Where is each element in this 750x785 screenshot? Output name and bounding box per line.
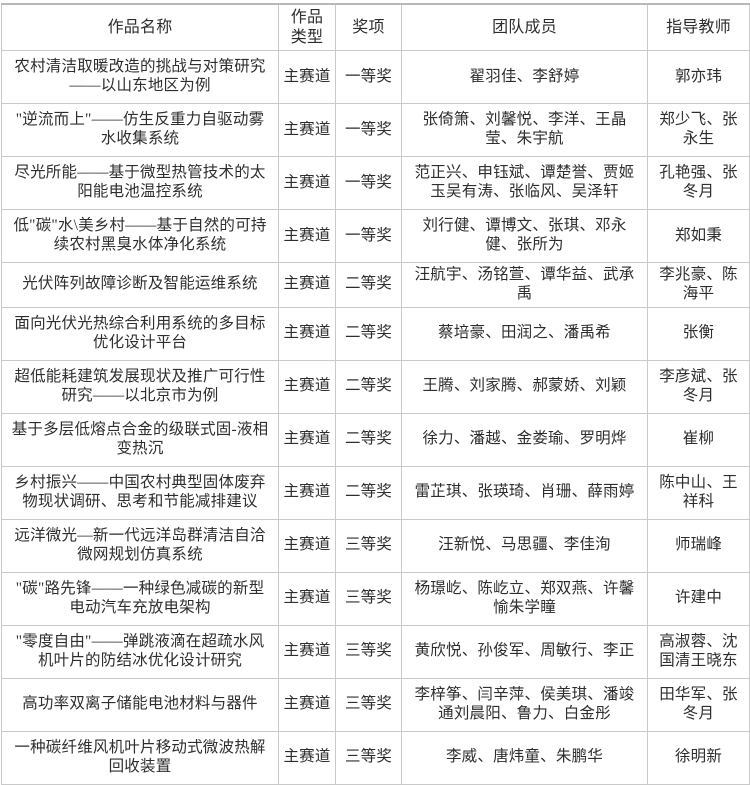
cell-work-type: 主赛道 [278, 359, 336, 414]
cell-award: 二等奖 [335, 306, 402, 361]
cell-team-members: 雷芷琪、张瑛琦、肖珊、薛雨婷 [401, 465, 648, 520]
table-row: 低"碳"水\美乡村——基于自然的可持续农村黑臭水体净化系统 主赛道 一等奖 刘行健、谭… [1, 209, 750, 264]
cell-work-type: 主赛道 [278, 262, 336, 308]
table-row: "碳"路先锋——一种绿色减碳的新型电动汽车充放电架构 主赛道 三等奖 杨璟屹、陈屹立、… [1, 571, 750, 626]
cell-work-type: 主赛道 [278, 465, 336, 520]
award-results-table: 作品名称 作品类型 奖项 团队成员 指导教师 农村清洁取暖改造的挑战与对策研究—… [1, 3, 750, 785]
column-header-work-type: 作品类型 [278, 3, 336, 52]
column-header-team-members: 团队成员 [401, 3, 648, 52]
table-row: 农村清洁取暖改造的挑战与对策研究——以山东地区为例 主赛道 一等奖 翟羽佳、李舒婷 郭亦… [1, 50, 750, 105]
cell-work-name: 农村清洁取暖改造的挑战与对策研究——以山东地区为例 [1, 50, 279, 105]
cell-award: 一等奖 [335, 156, 402, 211]
cell-work-type: 主赛道 [278, 50, 336, 105]
cell-work-type: 主赛道 [278, 571, 336, 626]
cell-team-members: 翟羽佳、李舒婷 [401, 50, 648, 105]
cell-award: 一等奖 [335, 209, 402, 264]
cell-award: 三等奖 [335, 677, 402, 732]
column-header-advisor: 指导教师 [647, 3, 750, 52]
cell-work-type: 主赛道 [278, 412, 336, 467]
cell-advisor: 陈中山、王祥科 [647, 465, 750, 520]
table-row: 尽光所能——基于微型热管技术的太阳能电池温控系统 主赛道 一等奖 范正兴、申钰斌、谭楚… [1, 156, 750, 211]
cell-award: 三等奖 [335, 730, 402, 785]
cell-award: 一等奖 [335, 103, 402, 158]
cell-advisor: 徐明新 [647, 730, 750, 785]
cell-work-type: 主赛道 [278, 624, 336, 679]
table-row: 超低能耗建筑发展现状及推广可行性研究——以北京市为例 主赛道 二等奖 王腾、刘家腾、郝… [1, 359, 750, 414]
cell-team-members: 黄欣悦、孙俊军、周敏行、李正 [401, 624, 648, 679]
cell-team-members: 蔡培豪、田润之、潘禹希 [401, 306, 648, 361]
cell-work-name: 基于多层低熔点合金的级联式固-液相变热沉 [1, 412, 279, 467]
cell-team-members: 汪新悦、马思疆、李佳洵 [401, 518, 648, 573]
cell-work-name: 远洋微光—新一代远洋岛群清洁自洽微网规划仿真系统 [1, 518, 279, 573]
table-row: 远洋微光—新一代远洋岛群清洁自洽微网规划仿真系统 主赛道 三等奖 汪新悦、马思疆、李佳… [1, 518, 750, 573]
column-header-award: 奖项 [335, 3, 402, 52]
cell-award: 二等奖 [335, 359, 402, 414]
cell-work-type: 主赛道 [278, 730, 336, 785]
cell-advisor: 郑如秉 [647, 209, 750, 264]
table-header: 作品名称 作品类型 奖项 团队成员 指导教师 [1, 3, 750, 52]
cell-work-name: 超低能耗建筑发展现状及推广可行性研究——以北京市为例 [1, 359, 279, 414]
cell-advisor: 张衡 [647, 306, 750, 361]
column-header-work-name: 作品名称 [1, 3, 279, 52]
cell-work-type: 主赛道 [278, 209, 336, 264]
table-row: "逆流而上"——仿生反重力自驱动雾水收集系统 主赛道 一等奖 张倚箫、刘馨悦、李洋、王… [1, 103, 750, 158]
cell-work-name: 低"碳"水\美乡村——基于自然的可持续农村黑臭水体净化系统 [1, 209, 279, 264]
cell-team-members: 张倚箫、刘馨悦、李洋、王晶莹、朱宇航 [401, 103, 648, 158]
cell-team-members: 李威、唐炜童、朱鹏华 [401, 730, 648, 785]
cell-work-name: 光伏阵列故障诊断及智能运维系统 [1, 262, 279, 308]
cell-work-type: 主赛道 [278, 518, 336, 573]
cell-work-name: 高功率双离子储能电池材料与器件 [1, 677, 279, 732]
table-row: 高功率双离子储能电池材料与器件 主赛道 三等奖 李梓筝、闫辛萍、侯美琪、潘竣通刘晨阳、… [1, 677, 750, 732]
cell-work-name: 尽光所能——基于微型热管技术的太阳能电池温控系统 [1, 156, 279, 211]
cell-award: 三等奖 [335, 518, 402, 573]
cell-team-members: 杨璟屹、陈屹立、郑双燕、许馨愉朱学瞳 [401, 571, 648, 626]
table-row: 光伏阵列故障诊断及智能运维系统 主赛道 二等奖 汪航宇、汤铭萱、谭华益、武承禹 李兆豪、… [1, 262, 750, 308]
cell-award: 二等奖 [335, 412, 402, 467]
cell-work-name: "零度自由"——弹跳液滴在超疏水风机叶片的防结冰优化设计研究 [1, 624, 279, 679]
cell-award: 一等奖 [335, 50, 402, 105]
cell-advisor: 郑少飞、张永生 [647, 103, 750, 158]
table-row: 面向光伏光热综合利用系统的多目标优化设计平台 主赛道 二等奖 蔡培豪、田润之、潘禹希张… [1, 306, 750, 361]
cell-advisor: 崔柳 [647, 412, 750, 467]
header-row: 作品名称 作品类型 奖项 团队成员 指导教师 [1, 3, 750, 52]
cell-advisor: 高淑蓉、沈国清王晓东 [647, 624, 750, 679]
table-row: 乡村振兴——中国农村典型固体废弃物现状调研、思考和节能减排建议 主赛道 二等奖 雷芷琪… [1, 465, 750, 520]
cell-team-members: 徐力、潘越、金娄瑜、罗明烨 [401, 412, 648, 467]
cell-work-type: 主赛道 [278, 677, 336, 732]
table-row: 基于多层低熔点合金的级联式固-液相变热沉 主赛道 二等奖 徐力、潘越、金娄瑜、罗明烨崔… [1, 412, 750, 467]
cell-work-type: 主赛道 [278, 156, 336, 211]
cell-team-members: 李梓筝、闫辛萍、侯美琪、潘竣通刘晨阳、鲁力、白金彤 [401, 677, 648, 732]
cell-work-name: "逆流而上"——仿生反重力自驱动雾水收集系统 [1, 103, 279, 158]
cell-award: 三等奖 [335, 624, 402, 679]
cell-work-name: 一种碳纤维风机叶片移动式微波热解回收装置 [1, 730, 279, 785]
cell-work-type: 主赛道 [278, 103, 336, 158]
cell-team-members: 王腾、刘家腾、郝蒙娇、刘颖 [401, 359, 648, 414]
cell-team-members: 刘行健、谭博文、张琪、邓永健、张所为 [401, 209, 648, 264]
cell-award: 三等奖 [335, 571, 402, 626]
table-row: "零度自由"——弹跳液滴在超疏水风机叶片的防结冰优化设计研究 主赛道 三等奖 黄欣悦、… [1, 624, 750, 679]
cell-advisor: 郭亦玮 [647, 50, 750, 105]
cell-work-name: "碳"路先锋——一种绿色减碳的新型电动汽车充放电架构 [1, 571, 279, 626]
cell-work-name: 乡村振兴——中国农村典型固体废弃物现状调研、思考和节能减排建议 [1, 465, 279, 520]
cell-team-members: 汪航宇、汤铭萱、谭华益、武承禹 [401, 262, 648, 308]
cell-work-type: 主赛道 [278, 306, 336, 361]
table-body: 农村清洁取暖改造的挑战与对策研究——以山东地区为例 主赛道 一等奖 翟羽佳、李舒婷 郭亦… [1, 50, 750, 785]
table-row: 一种碳纤维风机叶片移动式微波热解回收装置 主赛道 三等奖 李威、唐炜童、朱鹏华 徐明新 [1, 730, 750, 785]
cell-advisor: 许建中 [647, 571, 750, 626]
cell-advisor: 李兆豪、陈海平 [647, 262, 750, 308]
cell-advisor: 师瑞峰 [647, 518, 750, 573]
cell-advisor: 田华军、张冬月 [647, 677, 750, 732]
cell-advisor: 孔艳强、张冬月 [647, 156, 750, 211]
award-table-container: 作品名称 作品类型 奖项 团队成员 指导教师 农村清洁取暖改造的挑战与对策研究—… [1, 3, 750, 785]
cell-work-name: 面向光伏光热综合利用系统的多目标优化设计平台 [1, 306, 279, 361]
cell-award: 二等奖 [335, 262, 402, 308]
cell-advisor: 李彦斌、张冬月 [647, 359, 750, 414]
cell-award: 二等奖 [335, 465, 402, 520]
cell-team-members: 范正兴、申钰斌、谭楚誉、贾姬玉吴有涛、张临风、吴泽轩 [401, 156, 648, 211]
